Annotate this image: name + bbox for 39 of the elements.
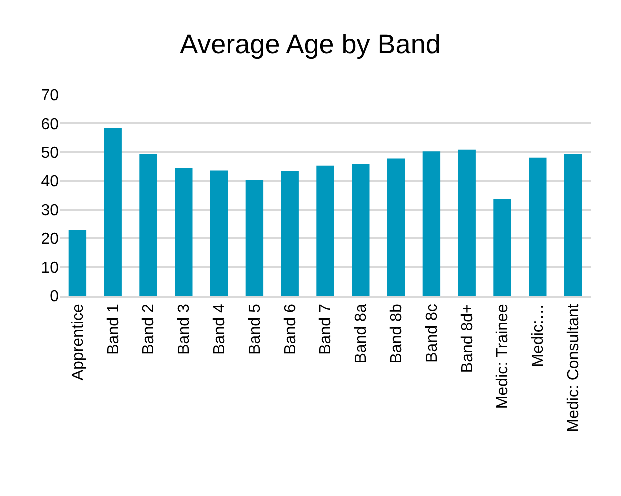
bar xyxy=(494,200,512,296)
bar xyxy=(458,150,476,296)
x-tick-label: Band 6 xyxy=(282,304,300,355)
y-tick-label: 30 xyxy=(41,202,60,220)
y-tick-label: 40 xyxy=(41,174,60,191)
y-tick-label: 10 xyxy=(41,260,60,277)
bar xyxy=(387,158,406,296)
x-tick-label: Band 8a xyxy=(353,304,370,364)
bar xyxy=(281,171,299,296)
x-tick-label: Band 5 xyxy=(246,304,264,355)
x-tick-label: Band 2 xyxy=(140,304,158,355)
x-tick-label: Apprentice xyxy=(70,304,87,381)
bar xyxy=(529,158,547,296)
x-tick-label: Medic: Consultant xyxy=(566,304,582,432)
bar xyxy=(68,230,87,296)
x-tick-label: Medic:… xyxy=(530,304,548,368)
chart-title: Average Age by Band xyxy=(180,30,441,60)
bar xyxy=(175,168,193,296)
x-tick-label: Medic: Trainee xyxy=(494,304,512,410)
x-tick-label: Band 1 xyxy=(105,304,122,355)
x-tick-label: Band 4 xyxy=(212,304,228,355)
bar xyxy=(246,180,264,296)
x-tick-label: Band 3 xyxy=(176,304,194,355)
bar xyxy=(352,164,370,296)
y-tick-label: 70 xyxy=(41,88,60,105)
bar xyxy=(140,154,158,296)
bar xyxy=(104,128,122,296)
y-tick-label: 20 xyxy=(41,231,60,248)
bar xyxy=(422,152,441,296)
y-tick-label: 60 xyxy=(41,116,60,134)
bar xyxy=(210,170,228,296)
bar xyxy=(564,154,582,296)
x-tick-label: Band 8c xyxy=(424,304,441,363)
x-tick-label: Band 7 xyxy=(318,304,335,355)
x-tick-label: Band 8b xyxy=(388,304,406,364)
y-tick-label: 50 xyxy=(41,145,60,162)
y-tick-label: 0 xyxy=(50,288,60,306)
bar xyxy=(316,166,334,296)
x-tick-label: Band 8d+ xyxy=(459,304,476,374)
